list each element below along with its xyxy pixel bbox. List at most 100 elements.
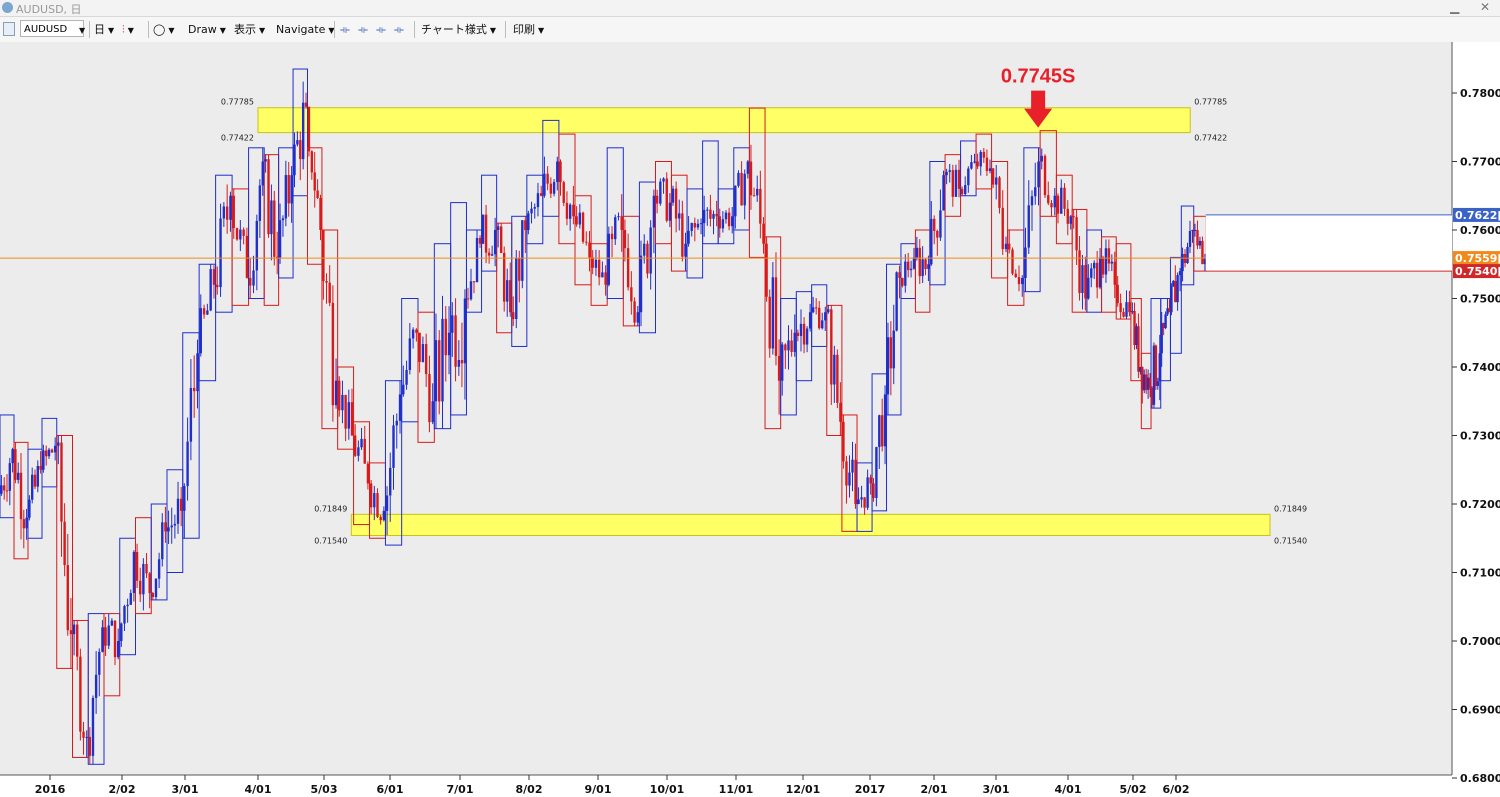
support-lower-label-left: 0.71540 [314,537,347,546]
daily-candle [945,171,948,176]
daily-candle [363,438,366,464]
daily-candle [509,280,512,313]
daily-candle [743,173,746,206]
daily-candle [696,223,700,228]
symbol-value: AUDUSD [24,24,68,35]
daily-candle [1110,261,1114,264]
daily-candle [444,318,447,356]
weekly-box [337,366,355,450]
daily-candle [183,486,186,511]
minimize-button[interactable]: ▁ [1450,0,1460,14]
daily-candle [1135,326,1138,345]
price-markers-layer: 0.7622[0.7559[0.7540[ [0,207,1500,279]
daily-candle [88,736,92,756]
daily-candle [1087,277,1090,299]
daily-candle [524,220,527,230]
daily-candle [123,606,126,624]
daily-candle [79,656,82,732]
navigate-menu[interactable]: Navigate ▼ [276,21,335,38]
daily-candle [428,374,431,423]
chevron-down-icon: ▼ [108,26,115,35]
daily-candle [139,580,142,595]
daily-candle [1043,155,1047,196]
crosshair-icon[interactable]: ⟛ [340,23,350,36]
daily-candle [565,202,569,219]
x-tick-label: 2/01 [921,783,948,796]
daily-candle [1164,314,1167,329]
daily-candle [646,243,649,274]
daily-candle [167,527,170,532]
daily-candle [799,323,803,336]
daily-candle [985,157,989,172]
x-tick-label: 5/02 [1120,783,1147,796]
zoom-out-icon[interactable]: ⟛ [376,23,386,36]
period-button[interactable]: 日 ▼ [94,21,114,38]
view-menu[interactable]: 表示 ▼ [234,21,265,38]
daily-candle [1186,246,1189,264]
daily-candle [82,731,85,738]
daily-candle [120,623,123,641]
daily-candle [954,169,958,197]
daily-candle [559,161,562,183]
daily-candle [655,195,659,204]
daily-candle [623,230,627,249]
daily-candle [684,243,687,257]
daily-candle [1172,281,1175,287]
daily-candle [737,172,740,186]
daily-candle [1176,275,1179,303]
daily-candle [781,344,784,381]
daily-candle [746,161,750,174]
daily-candle [481,214,485,244]
daily-candle [678,213,681,219]
weekly-box [558,133,576,245]
daily-candle [487,252,491,256]
weekly-box [511,215,528,347]
daily-candle [154,578,158,598]
daily-candles-layer [0,81,1207,765]
chevron-down-icon: ▼ [219,26,226,35]
candle-style-icon[interactable]: ⫶ ▼ [122,23,134,36]
daily-candle [860,497,863,500]
scroll-end-icon[interactable]: ⟛ [394,23,404,36]
daily-candle [607,233,611,285]
draw-menu[interactable]: Draw ▼ [188,21,226,38]
daily-candle [25,517,28,529]
daily-candle [17,472,20,480]
price-axis: 0.7800[0] 0.7700[0] 0.7600[0] 0.7500[0] 0.74… [1452,87,1500,785]
price-marker-box [1453,264,1500,279]
daily-candle [0,485,3,494]
daily-candle [267,159,270,235]
daily-candle [460,360,464,364]
daily-candle [421,344,425,362]
daily-candle [886,337,890,395]
daily-candle [1143,374,1146,391]
zoom-in-icon[interactable]: ⟛ [358,23,368,36]
chart-window-icon[interactable] [3,22,15,36]
price-chart[interactable]: 0.77785 0.77422 0.77785 0.77422 0.71849 0.715… [0,42,1500,797]
daily-candle [1037,161,1040,188]
price-marker-box [1453,207,1500,222]
daily-candle [814,307,818,309]
daily-candle [1069,216,1072,224]
daily-candle [712,213,715,219]
daily-candle [151,593,155,598]
daily-candle [721,219,725,229]
print-menu[interactable]: 印刷 ▼ [513,21,544,38]
circle-tool-button[interactable]: ◯ ▼ [153,21,174,38]
daily-candle [1084,265,1087,299]
daily-candle [463,298,467,364]
daily-candle [912,257,916,269]
daily-candle [299,140,302,160]
chart-style-menu[interactable]: チャート様式 ▼ [421,21,496,38]
daily-candle [424,344,428,375]
daily-candle [431,401,434,423]
close-button[interactable]: ✕ [1480,0,1491,14]
daily-candle [319,198,322,230]
daily-candle [57,442,60,446]
symbol-select[interactable]: AUDUSD [20,20,84,37]
daily-candle [1047,195,1050,204]
symbol-dropdown-icon[interactable]: ▼ [79,26,86,35]
daily-candle [33,474,37,487]
x-tick-label: 2/02 [109,783,136,796]
daily-candle [281,218,285,221]
